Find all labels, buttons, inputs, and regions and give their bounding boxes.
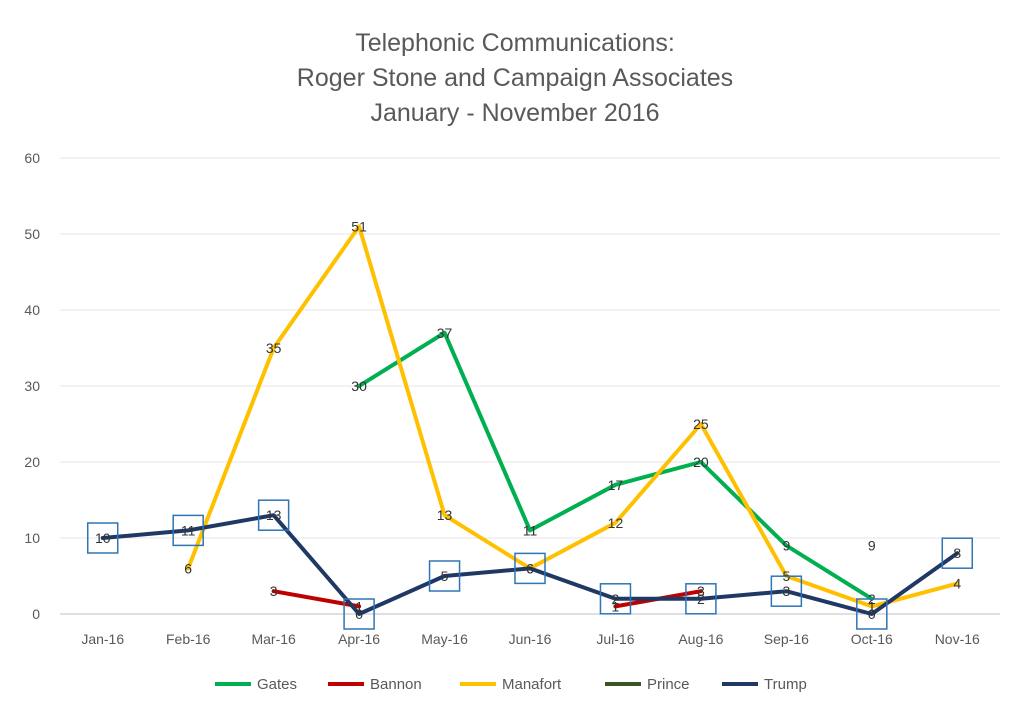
- y-tick-label: 60: [24, 150, 40, 166]
- data-label-bannon: 3: [270, 583, 278, 599]
- data-label-trump: 5: [441, 568, 449, 584]
- y-tick-label: 40: [24, 302, 40, 318]
- legend-item-bannon: Bannon: [328, 672, 422, 696]
- y-tick-label: 20: [24, 454, 40, 470]
- chart-legend: Gates Bannon Manafort Prince Trump: [0, 672, 1030, 696]
- data-label-box: [514, 552, 546, 585]
- data-label-gates: 30: [351, 378, 367, 394]
- x-tick-label: Nov-16: [935, 631, 980, 647]
- data-label-box: [856, 598, 888, 630]
- x-tick-label: Jul-16: [596, 631, 634, 647]
- data-label-gates: 17: [608, 477, 624, 493]
- series-line-gates: [357, 330, 874, 601]
- x-tick-label: Aug-16: [678, 631, 723, 647]
- y-tick-label: 10: [24, 530, 40, 546]
- y-tick-label: 50: [24, 226, 40, 242]
- data-label-trump: 8: [953, 545, 961, 561]
- legend-label: Gates: [257, 675, 298, 693]
- data-label-trump: 3: [782, 583, 790, 599]
- series-lines: [100, 224, 960, 616]
- data-label-manafort: 51: [351, 218, 367, 234]
- data-label-manafort: 6: [526, 560, 534, 576]
- data-label-trump: 10: [95, 530, 111, 546]
- data-label-manafort: 4: [953, 576, 961, 592]
- legend-swatch: [605, 682, 641, 686]
- chart-title-line-3: January - November 2016: [370, 99, 660, 127]
- x-tick-label: Apr-16: [338, 631, 380, 647]
- data-label-box: [599, 583, 632, 615]
- x-tick-label: Oct-16: [851, 631, 893, 647]
- data-label-manafort: 35: [266, 340, 282, 356]
- data-label-box: [941, 537, 974, 569]
- legend-item-gates: Gates: [215, 672, 297, 696]
- y-tick-label: 30: [24, 378, 40, 394]
- data-label-box: [685, 583, 717, 615]
- data-label-manafort: 25: [693, 416, 709, 432]
- legend-label: Bannon: [370, 675, 422, 693]
- x-tick-label: Mar-16: [251, 631, 296, 647]
- chart-title-line-1: Telephonic Communications:: [355, 29, 675, 57]
- data-label-trump: 0: [355, 606, 363, 622]
- x-tick-label: Jan-16: [81, 631, 124, 647]
- chart-title-line-2: Roger Stone and Campaign Associates: [296, 64, 734, 92]
- series-line-trump: [100, 513, 960, 616]
- y-tick-label: 0: [32, 606, 40, 622]
- legend-swatch: [460, 682, 496, 686]
- legend-item-manafort: Manafort: [460, 672, 561, 696]
- data-label-trump: 11: [181, 522, 196, 538]
- data-label-gates: 20: [693, 454, 709, 470]
- legend-label: Manafort: [502, 675, 562, 693]
- data-label-gates: 9: [782, 538, 790, 554]
- legend-swatch: [215, 682, 251, 686]
- data-label-bannon: 3: [697, 583, 705, 599]
- data-label-box: [257, 499, 290, 531]
- legend-label: Prince: [647, 675, 690, 693]
- data-label-manafort: 12: [608, 515, 624, 531]
- data-label-trump: 0: [868, 606, 876, 622]
- data-label-box: [343, 598, 375, 630]
- data-label-trump: 2: [612, 591, 620, 607]
- data-label-bannon: 1: [612, 598, 620, 614]
- legend-item-trump: Trump: [722, 672, 807, 696]
- data-label-gates: 37: [437, 325, 453, 341]
- data-label-trump: 6: [526, 560, 534, 576]
- legend-label: Trump: [764, 675, 807, 693]
- x-tick-label: Feb-16: [166, 631, 211, 647]
- chart-title: Telephonic Communications: Roger Stone a…: [0, 26, 1030, 131]
- data-label-prince: 9: [868, 538, 876, 554]
- legend-item-prince: Prince: [605, 672, 690, 696]
- data-label-box: [428, 560, 461, 592]
- data-label-manafort: 1: [868, 598, 876, 614]
- x-tick-label: Sep-16: [764, 631, 809, 647]
- series-line-manafort: [186, 224, 960, 609]
- data-label-bannon: 1: [355, 598, 363, 614]
- data-label-trump: 13: [266, 507, 282, 523]
- gridlines: [60, 157, 1000, 615]
- series-line-bannon: [271, 589, 362, 609]
- legend-swatch: [328, 682, 364, 686]
- x-tick-label: May-16: [421, 631, 468, 647]
- data-label-gates: 11: [523, 522, 538, 538]
- data-label-manafort: 13: [437, 507, 453, 523]
- data-label-box: [770, 575, 803, 607]
- data-label-trump: 2: [697, 591, 705, 607]
- x-tick-label: Jun-16: [509, 631, 552, 647]
- data-label-box: [86, 522, 119, 554]
- data-label-manafort: 6: [184, 560, 192, 576]
- legend-swatch: [722, 682, 758, 686]
- data-label-box: [172, 514, 204, 547]
